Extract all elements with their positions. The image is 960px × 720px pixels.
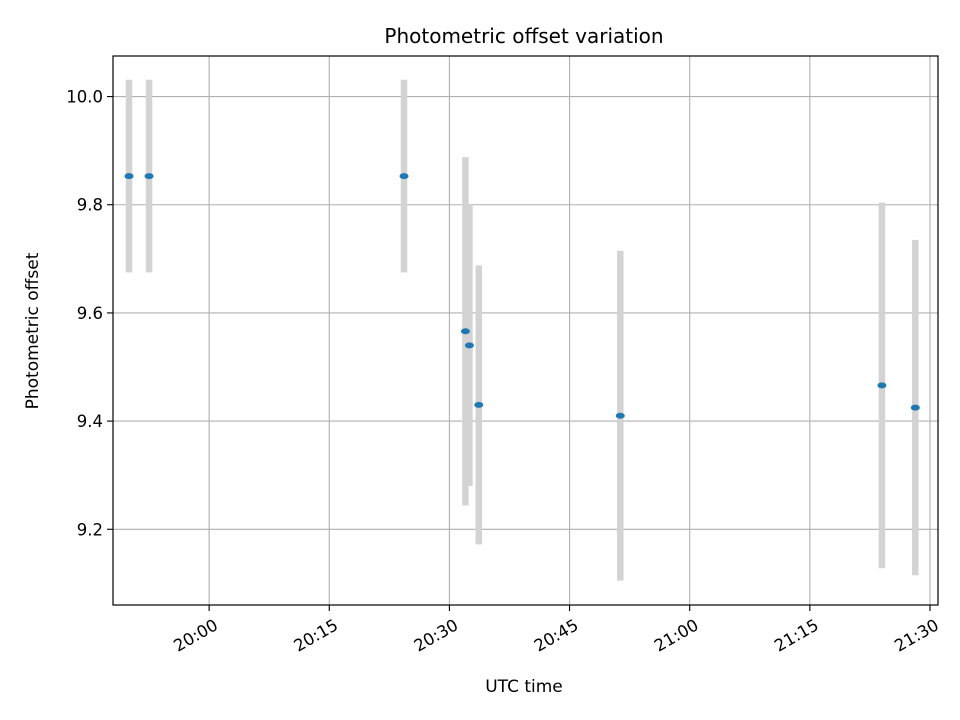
data-points [124, 173, 920, 419]
plot-frame [112, 55, 939, 606]
y-tick-label: 9.6 [77, 304, 103, 323]
y-tick-label: 10.0 [66, 88, 103, 107]
y-axis-label: Photometric offset [23, 252, 43, 409]
data-point [399, 173, 409, 180]
data-point [877, 382, 887, 389]
data-point [910, 404, 920, 411]
y-tick-label: 9.4 [77, 412, 103, 431]
data-point [460, 328, 470, 335]
grid [113, 56, 938, 605]
data-point [144, 173, 154, 180]
data-point [464, 342, 474, 349]
chart-title: Photometric offset variation [384, 24, 663, 48]
y-tick-label: 9.2 [77, 520, 103, 539]
data-point [124, 173, 134, 180]
data-point [615, 412, 625, 419]
data-point [474, 401, 484, 408]
y-tick-label: 9.8 [77, 196, 103, 215]
y-axis: 9.2 9.4 9.6 9.8 10.0 [66, 88, 113, 539]
x-axis-label: UTC time [485, 677, 563, 697]
